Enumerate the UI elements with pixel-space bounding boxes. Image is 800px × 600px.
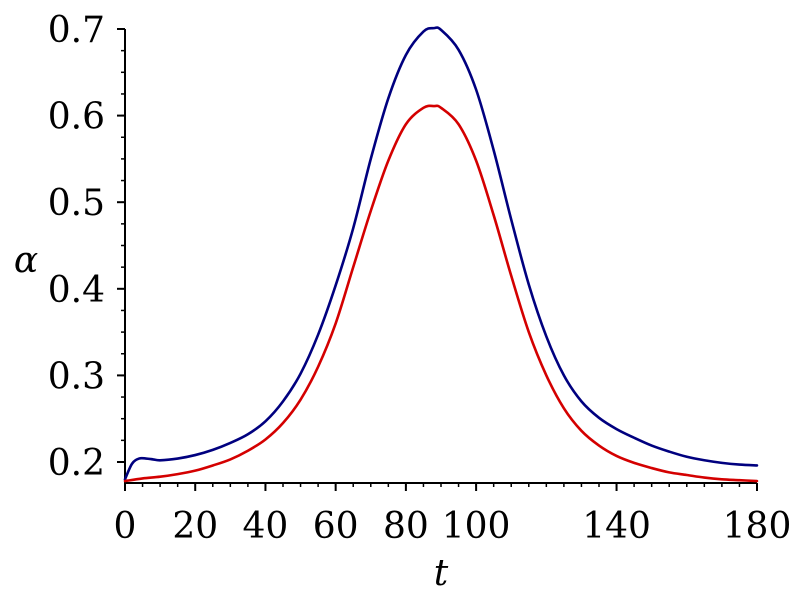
y-tick-label: 0.5 [48, 183, 105, 224]
y-tick-label: 0.7 [48, 10, 105, 51]
series-line-2 [123, 104, 759, 483]
tick-marks [117, 28, 758, 491]
x-tick-label: 60 [313, 506, 359, 547]
x-tick-label: 80 [383, 506, 429, 547]
y-tick-label: 0.2 [48, 443, 105, 484]
x-tick-label: 0 [114, 506, 137, 547]
tick-labels: 0.2 0.3 0.4 0.5 0.6 0.7 0 20 40 60 80 100 140 180 [48, 10, 792, 547]
y-tick-label: 0.6 [48, 97, 105, 138]
x-tick-label: 140 [582, 506, 651, 547]
axes [124, 29, 757, 484]
x-tick-label: 100 [442, 506, 511, 547]
y-axis-title: α [14, 240, 38, 281]
series-group [123, 26, 759, 483]
y-tick-label: 0.4 [48, 270, 105, 311]
x-tick-label: 40 [243, 506, 289, 547]
x-tick-label: 20 [172, 506, 218, 547]
series-line-1 [123, 26, 759, 481]
y-tick-label: 0.3 [48, 356, 105, 397]
x-axis-title: t [434, 553, 449, 594]
x-tick-label: 180 [723, 506, 792, 547]
